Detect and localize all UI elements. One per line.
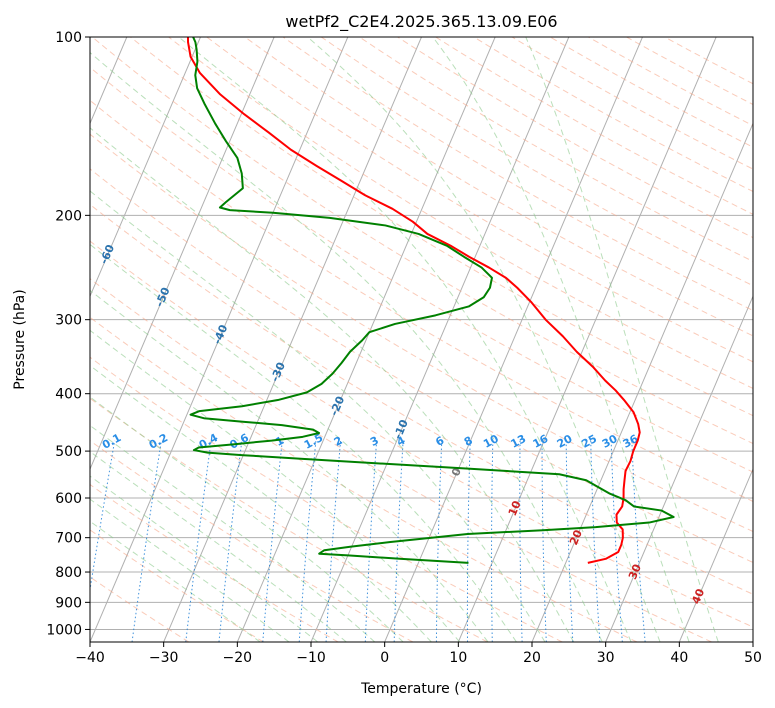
dry-adiabat-line — [244, 37, 753, 337]
moist-adiabat-line — [90, 329, 461, 642]
isotherm-line — [90, 37, 275, 471]
x-tick-label: 50 — [744, 650, 762, 666]
moist-adiabat-line — [90, 51, 603, 642]
moist-adiabat-line — [90, 475, 319, 642]
isotherm-line — [384, 37, 643, 642]
y-tick-label: 800 — [55, 565, 82, 581]
mixing-ratio-line — [262, 440, 283, 642]
mixing-ratio-line — [610, 440, 623, 642]
isotherm-label: 10 — [506, 498, 524, 517]
y-axis-label: Pressure (hPa) — [12, 289, 28, 389]
mixing-ratio-line — [393, 440, 404, 642]
isotherm-line — [457, 37, 717, 642]
moist-adiabat-line — [90, 243, 517, 642]
isotherm-label: 40 — [689, 586, 707, 605]
mixing-ratio-line — [218, 440, 243, 642]
dry-adiabat-line — [90, 99, 753, 502]
plot-frame — [89, 36, 754, 643]
y-tick-label: 100 — [55, 30, 82, 46]
y-axis: 100 200 300 400 500 600 700 800 900 1000 — [46, 30, 90, 638]
mixing-ratio-line — [90, 440, 116, 593]
mixing-ratio-line — [491, 440, 494, 642]
mixing-ratio-label: 25 — [579, 432, 599, 451]
mixing-ratio-line — [541, 440, 547, 642]
x-tick-label: −10 — [296, 650, 326, 666]
isotherm-line — [163, 37, 422, 642]
dewpoint-profile-line — [189, 37, 675, 564]
mixing-ratio-line — [590, 440, 601, 642]
mixing-ratio-label: 16 — [531, 432, 551, 451]
mixing-ratio-line — [298, 440, 317, 642]
series — [186, 37, 675, 564]
moist-adiabat-line — [90, 498, 290, 642]
isotherm-line — [678, 467, 753, 642]
moist-adiabat-line — [90, 396, 404, 642]
mixing-ratio-line — [325, 440, 342, 642]
moist-adiabat-line — [90, 520, 261, 642]
isotherm-label: 20 — [567, 528, 585, 547]
mixing-ratio-line — [519, 440, 523, 642]
mixing-ratio-label: 20 — [555, 432, 575, 451]
x-axis-label: Temperature (°C) — [360, 681, 482, 697]
moist-adiabat-line — [90, 289, 489, 642]
y-tick-label: 200 — [55, 208, 82, 224]
dry-adiabat-line — [90, 483, 339, 642]
x-tick-label: −30 — [149, 650, 179, 666]
mixing-ratio-line — [131, 440, 162, 642]
chart-title: wetPf2_C2E4.2025.365.13.09.E06 — [285, 12, 557, 32]
dry-adiabat-line — [90, 440, 414, 642]
dry-adiabat-line — [90, 133, 753, 533]
x-tick-label: 40 — [670, 650, 688, 666]
x-tick-label: −40 — [75, 650, 105, 666]
dry-adiabat-line — [90, 356, 563, 642]
y-tick-label: 900 — [55, 595, 82, 611]
moist-adiabat-line — [432, 37, 690, 642]
mixing-ratio-label: 13 — [509, 432, 529, 451]
isotherm-line — [605, 295, 753, 642]
moist-adiabat-line — [90, 364, 432, 642]
mixing-ratio-line — [185, 440, 212, 642]
x-tick-label: 30 — [597, 650, 615, 666]
x-tick-label: −20 — [223, 650, 253, 666]
dry-adiabat-line — [90, 203, 753, 595]
isotherm-line — [236, 37, 496, 642]
temperature-profile-line — [186, 37, 641, 564]
isotherm-line — [90, 37, 349, 642]
dry-adiabat-line — [90, 397, 488, 642]
isotherm-line — [90, 37, 201, 298]
dry-adiabat-line — [282, 37, 753, 312]
x-tick-label: 0 — [380, 650, 389, 666]
y-tick-label: 500 — [55, 444, 82, 460]
isotherm-line — [531, 122, 753, 642]
moist-adiabat-line — [307, 37, 661, 642]
y-tick-label: 700 — [55, 531, 82, 547]
dry-adiabat-line — [167, 37, 753, 389]
y-tick-label: 600 — [55, 491, 82, 507]
mixing-ratio-line — [631, 440, 646, 642]
x-tick-label: 10 — [449, 650, 467, 666]
moist-adiabat-line — [90, 127, 575, 642]
moist-adiabat-line — [90, 424, 376, 642]
dry-adiabat-line — [90, 278, 712, 642]
mixing-ratio-line — [565, 440, 574, 642]
mixing-ratio-label: 30 — [600, 432, 620, 451]
y-tick-label: 1000 — [46, 622, 82, 638]
dry-adiabat-line — [90, 529, 264, 642]
y-tick-label: 400 — [55, 387, 82, 403]
mixing-ratio-line — [364, 440, 378, 642]
y-tick-label: 300 — [55, 313, 82, 329]
moist-adiabat-line — [525, 37, 719, 642]
mixing-ratio-label: 10 — [481, 432, 501, 451]
mixing-ratio-line — [466, 440, 471, 642]
dry-adiabat-line — [129, 37, 753, 417]
x-tick-label: 20 — [523, 650, 541, 666]
moist-adiabat-line — [178, 37, 632, 642]
isotherm-label: 30 — [626, 562, 644, 581]
x-axis: −40 −30 −20 −10 0 10 20 30 40 50 — [75, 642, 762, 666]
